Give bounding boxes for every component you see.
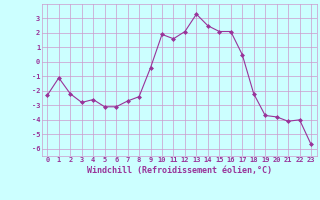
X-axis label: Windchill (Refroidissement éolien,°C): Windchill (Refroidissement éolien,°C)	[87, 166, 272, 175]
